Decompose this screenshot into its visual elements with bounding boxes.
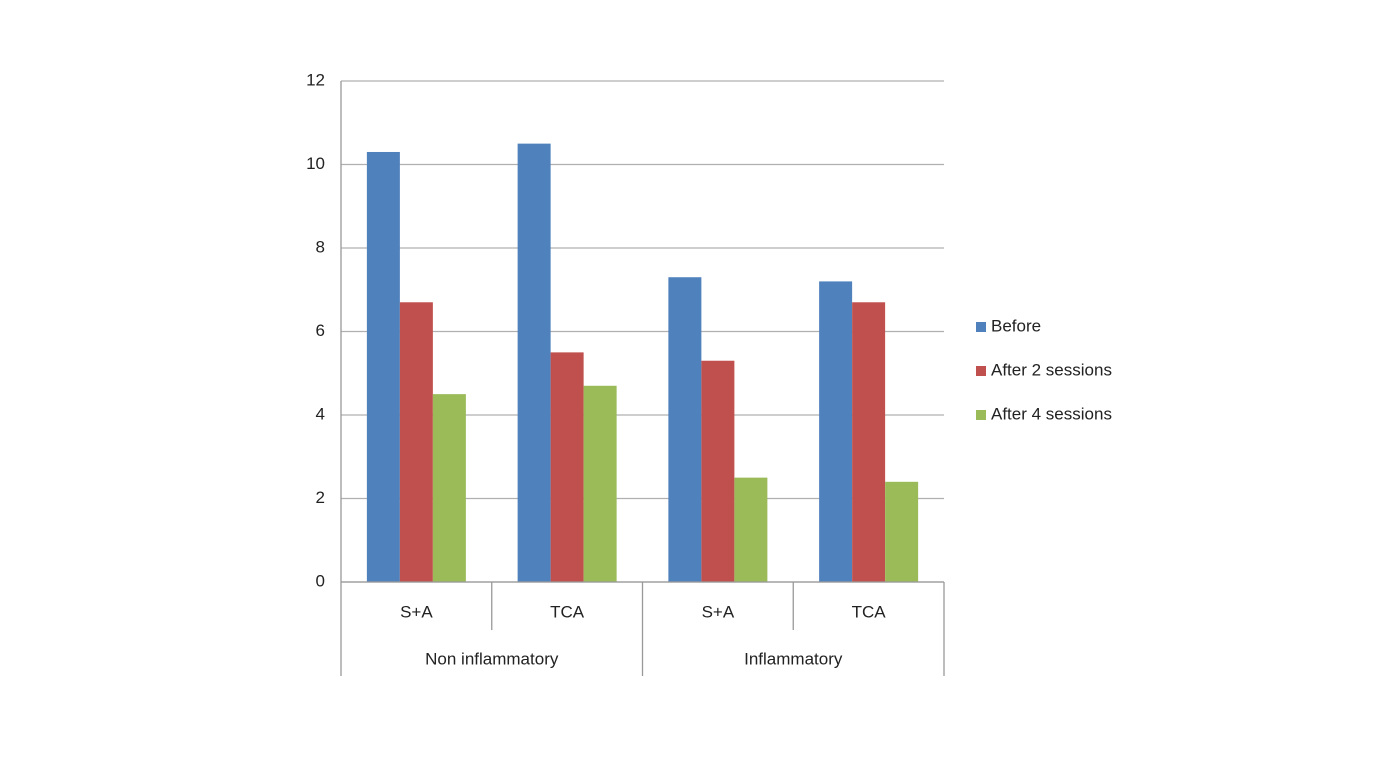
y-tick-label: 4 bbox=[316, 404, 325, 423]
x-tick-label: S+A bbox=[702, 602, 735, 621]
x-tick-label: TCA bbox=[550, 602, 585, 621]
legend-swatch bbox=[976, 410, 986, 420]
y-tick-label: 12 bbox=[306, 70, 325, 89]
bar bbox=[668, 277, 702, 582]
bar bbox=[701, 360, 735, 582]
legend-label: Before bbox=[991, 316, 1041, 335]
bar bbox=[583, 385, 617, 582]
x-tick-label: S+A bbox=[400, 602, 433, 621]
bar bbox=[366, 151, 400, 582]
y-tick-label: 0 bbox=[316, 571, 325, 590]
bar bbox=[819, 281, 853, 582]
legend-label: After 2 sessions bbox=[991, 360, 1112, 379]
x-tick-label: TCA bbox=[852, 602, 887, 621]
y-tick-label: 10 bbox=[306, 154, 325, 173]
bar bbox=[399, 302, 433, 582]
bar bbox=[432, 394, 466, 582]
bar bbox=[517, 143, 551, 582]
group-label: Inflammatory bbox=[744, 649, 843, 668]
legend-swatch bbox=[976, 322, 986, 332]
legend-swatch bbox=[976, 366, 986, 376]
bar bbox=[734, 477, 768, 582]
bar bbox=[885, 481, 919, 582]
bar bbox=[550, 352, 584, 582]
y-tick-label: 2 bbox=[316, 488, 325, 507]
y-tick-label: 6 bbox=[316, 321, 325, 340]
group-label: Non inflammatory bbox=[425, 649, 559, 668]
y-tick-label: 8 bbox=[316, 237, 325, 256]
legend-label: After 4 sessions bbox=[991, 404, 1112, 423]
bar bbox=[852, 302, 886, 582]
